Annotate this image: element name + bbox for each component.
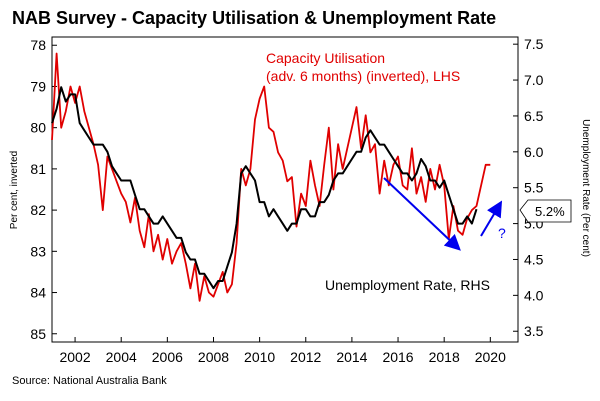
question-mark: ? [498, 225, 506, 241]
chart-title: NAB Survey - Capacity Utilisation & Unem… [12, 8, 496, 28]
capacity-utilisation-line [51, 52, 491, 302]
x-tick-label: 2012 [290, 349, 321, 365]
capacity-label-line1: Capacity Utilisation [266, 50, 385, 66]
x-tick-label: 2020 [475, 349, 506, 365]
up-trend-arrow [480, 200, 503, 237]
left-tick-label: 83 [30, 243, 46, 259]
unemployment-rate-line [51, 86, 478, 290]
right-tick-label: 4.5 [524, 251, 544, 267]
x-tick-label: 2002 [59, 349, 90, 365]
left-tick-label: 82 [30, 202, 46, 218]
x-tick-label: 2006 [152, 349, 183, 365]
left-tick-label: 85 [30, 326, 46, 342]
left-tick-label: 79 [30, 78, 46, 94]
left-tick-label: 81 [30, 161, 46, 177]
down-trend-arrow [383, 177, 461, 251]
right-tick-label: 7.0 [524, 72, 544, 88]
x-tick-label: 2018 [429, 349, 460, 365]
right-tick-label: 5.5 [524, 180, 544, 196]
unemployment-label: Unemployment Rate, RHS [325, 277, 490, 293]
x-tick-label: 2004 [106, 349, 137, 365]
x-tick-label: 2014 [336, 349, 367, 365]
right-tick-label: 6.5 [524, 108, 544, 124]
x-tick-label: 2010 [244, 349, 275, 365]
right-tick-label: 3.5 [524, 323, 544, 339]
latest-value-callout: 5.2% [519, 199, 572, 223]
source-note: Source: National Australia Bank [12, 375, 167, 387]
latest-value-label: 5.2% [535, 204, 565, 219]
left-axis-label: Per cent, inverted [9, 151, 20, 229]
right-tick-label: 6.0 [524, 144, 544, 160]
left-tick-label: 84 [30, 285, 46, 301]
left-tick-label: 78 [30, 37, 46, 53]
x-tick-label: 2008 [198, 349, 229, 365]
right-tick-label: 7.5 [524, 36, 544, 52]
left-tick-label: 80 [30, 120, 46, 136]
capacity-label-line2: (adv. 6 months) (inverted), LHS [266, 68, 460, 84]
right-tick-label: 4.0 [524, 287, 544, 303]
x-tick-label: 2016 [382, 349, 413, 365]
plot-frame [51, 36, 519, 343]
right-axis-label: Unemployment Rate (Per cent) [580, 119, 591, 257]
